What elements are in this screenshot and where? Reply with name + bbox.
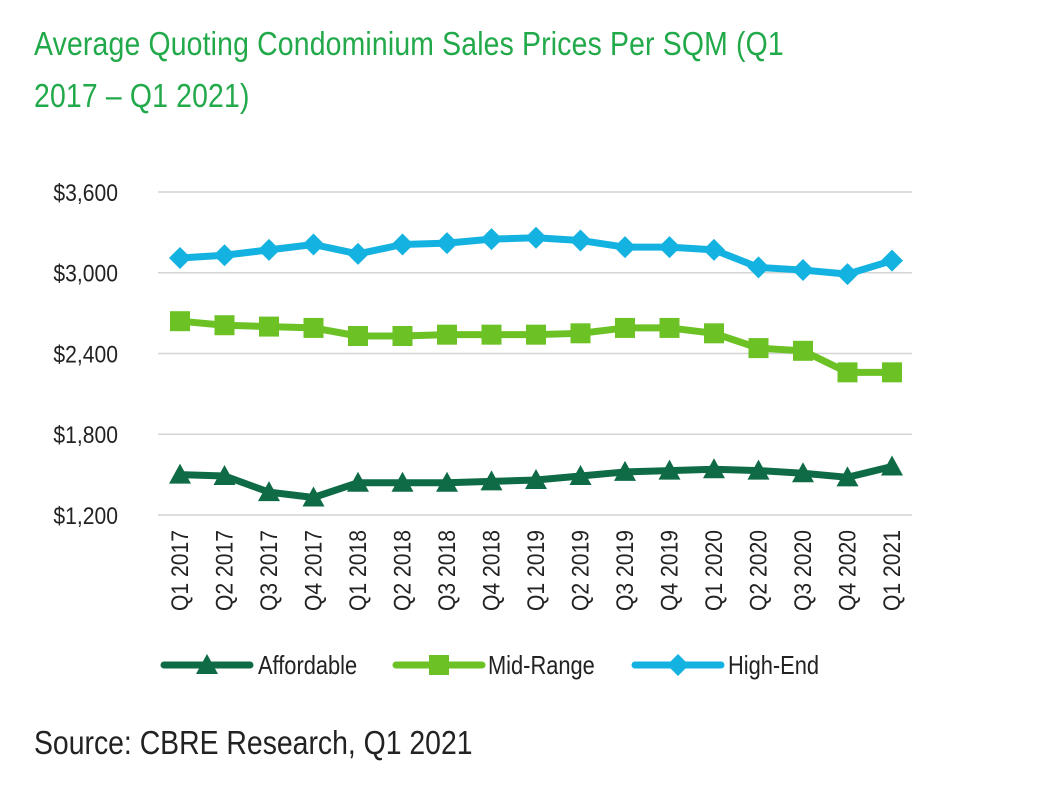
data-point-mid-range (793, 340, 813, 361)
x-tick-label: Q1 2021 (879, 530, 906, 611)
data-point-high-end (569, 229, 592, 252)
x-tick-label: Q3 2020 (790, 530, 817, 611)
x-tick-label: Q3 2019 (612, 530, 639, 611)
series-high-end (169, 226, 903, 286)
source-note: Source: CBRE Research, Q1 2021 (34, 724, 473, 761)
data-point-affordable (792, 462, 814, 483)
legend-item-affordable: Affordable (160, 651, 357, 680)
y-tick-label: $3,600 (53, 180, 118, 207)
x-tick-label: Q3 2017 (256, 530, 283, 611)
data-point-mid-range (704, 323, 724, 344)
data-point-high-end (302, 233, 325, 256)
data-point-mid-range (659, 317, 680, 338)
data-point-high-end (658, 236, 681, 259)
data-point-high-end (436, 232, 458, 255)
data-point-affordable (480, 470, 503, 491)
x-tick-label: Q2 2017 (211, 530, 238, 611)
series-affordable (169, 455, 903, 507)
x-tick-label: Q2 2020 (745, 530, 772, 611)
data-point-mid-range (392, 326, 413, 347)
series (169, 226, 903, 507)
data-point-affordable (169, 463, 191, 484)
data-point-high-end (792, 259, 814, 282)
legend-item-high-end: High-End (631, 651, 819, 680)
legend-item-mid-range: Mid-Range (392, 651, 595, 680)
x-tick-label: Q1 2018 (345, 530, 372, 611)
data-point-high-end (747, 256, 770, 279)
data-point-high-end (347, 242, 369, 265)
legend-marker (429, 655, 449, 675)
data-point-high-end (836, 263, 859, 286)
y-tick-label: $1,800 (53, 422, 118, 449)
data-point-mid-range (214, 315, 235, 336)
data-point-affordable (614, 460, 636, 481)
data-point-mid-range (437, 324, 457, 345)
data-point-mid-range (481, 324, 502, 345)
data-point-affordable (258, 481, 280, 502)
series-mid-range (170, 311, 902, 383)
data-point-affordable (525, 469, 547, 490)
data-point-affordable (569, 464, 592, 485)
data-point-high-end (213, 244, 236, 267)
data-point-mid-range (348, 326, 368, 347)
data-point-mid-range (303, 317, 324, 338)
data-point-mid-range (259, 316, 279, 337)
y-tick-label: $1,200 (53, 503, 118, 530)
y-axis-ticks: $1,200 $1,800 $2,400 $3,000 $3,600 (53, 180, 118, 530)
x-tick-label: Q1 2020 (701, 530, 728, 611)
x-tick-label: Q1 2017 (167, 530, 194, 611)
x-tick-label: Q4 2017 (300, 530, 327, 611)
x-tick-label: Q4 2018 (478, 530, 505, 611)
data-point-high-end (614, 236, 636, 259)
data-point-mid-range (748, 338, 769, 359)
data-point-affordable (213, 464, 236, 485)
x-tick-label: Q3 2018 (434, 530, 461, 611)
data-point-mid-range (570, 323, 591, 344)
data-point-mid-range (615, 317, 635, 338)
legend-label: High-End (728, 651, 819, 680)
data-point-high-end (391, 233, 414, 256)
data-point-affordable (302, 486, 325, 507)
gridlines (158, 191, 912, 516)
legend-marker (667, 654, 689, 676)
legend: Affordable Mid-Range High-End (160, 651, 819, 680)
legend-label: Affordable (258, 651, 357, 680)
data-point-affordable (347, 471, 369, 492)
x-tick-label: Q4 2020 (834, 530, 861, 611)
data-point-affordable (436, 471, 458, 492)
data-point-mid-range (837, 362, 858, 383)
data-point-affordable (658, 459, 681, 480)
data-point-high-end (258, 238, 280, 261)
x-tick-label: Q4 2019 (656, 530, 683, 611)
legend-marker (196, 654, 218, 674)
x-axis-ticks: Q1 2017 Q2 2017 Q3 2017 Q4 2017 Q1 2018 Q2 20… (167, 530, 906, 611)
x-tick-label: Q2 2018 (389, 530, 416, 611)
y-tick-label: $3,000 (53, 261, 118, 288)
data-point-affordable (836, 466, 859, 487)
x-tick-label: Q2 2019 (567, 530, 594, 611)
data-point-affordable (881, 455, 903, 476)
data-point-high-end (480, 228, 503, 251)
data-point-high-end (525, 226, 547, 249)
chart-title: Average Quoting Condominium Sales Prices… (34, 25, 784, 114)
y-tick-label: $2,400 (53, 341, 118, 368)
data-point-mid-range (170, 311, 190, 332)
data-point-affordable (747, 459, 770, 480)
data-point-mid-range (526, 324, 546, 345)
data-point-affordable (703, 458, 725, 479)
legend-label: Mid-Range (488, 651, 595, 680)
x-tick-label: Q1 2019 (523, 530, 550, 611)
data-point-high-end (169, 246, 191, 269)
data-point-affordable (391, 471, 414, 492)
data-point-mid-range (882, 362, 902, 383)
data-point-high-end (881, 249, 903, 272)
data-point-high-end (703, 238, 725, 261)
